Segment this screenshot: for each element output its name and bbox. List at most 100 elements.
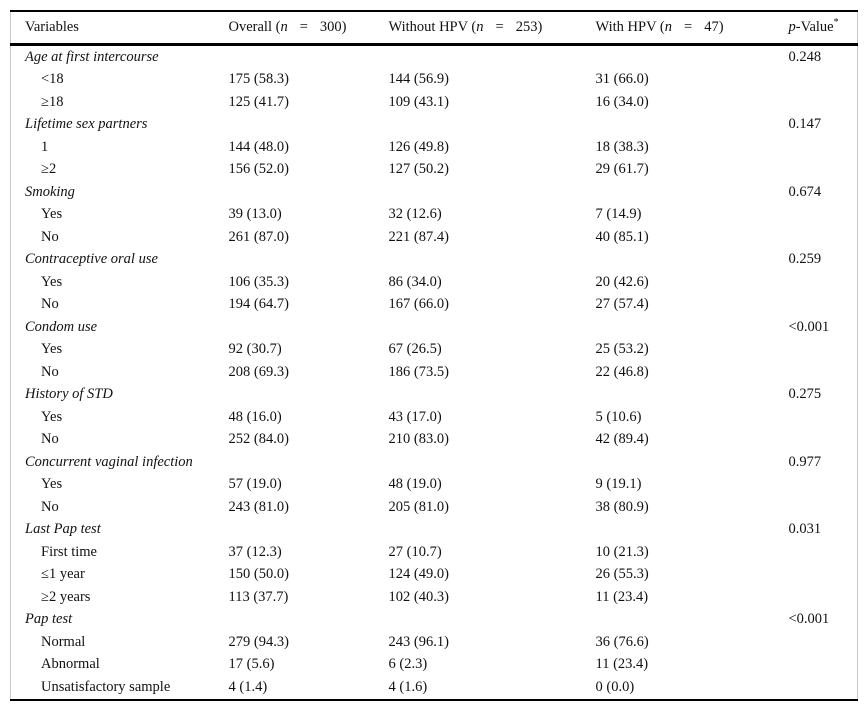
- table-row: Abnormal 17 (5.6) 6 (2.3) 11 (23.4): [11, 654, 858, 677]
- cell-pvalue-empty: [789, 541, 858, 564]
- cell-without-hpv: 102 (40.3): [388, 588, 449, 605]
- variable-level-label: No: [41, 498, 59, 515]
- variable-level-label: First time: [41, 543, 97, 560]
- cell-overall: 279 (94.3): [228, 633, 289, 650]
- cell-pvalue-empty: [789, 474, 858, 497]
- cell-with-hpv: 18 (38.3): [595, 138, 649, 155]
- cell-with-hpv: 36 (76.6): [595, 633, 649, 650]
- cell-pvalue-empty: [789, 294, 858, 317]
- table-row: Yes 57 (19.0) 48 (19.0) 9 (19.1): [11, 474, 858, 497]
- cell-overall: 37 (12.3): [228, 543, 282, 560]
- cell-overall: 48 (16.0): [228, 408, 282, 425]
- table-row: No 252 (84.0) 210 (83.0) 42 (89.4): [11, 429, 858, 452]
- table-row: Normal 279 (94.3) 243 (96.1) 36 (76.6): [11, 631, 858, 654]
- with-hpv-header-prefix: With HPV (: [595, 19, 665, 35]
- col-header-overall: Overall (n = 300): [228, 11, 389, 46]
- cell-without-hpv: 167 (66.0): [388, 296, 449, 313]
- cell-with-hpv: 25 (53.2): [595, 341, 649, 358]
- cell-overall: 39 (13.0): [228, 206, 282, 223]
- cell-without-hpv: 243 (96.1): [388, 633, 449, 650]
- cell-with-hpv: 11 (23.4): [595, 588, 649, 605]
- table-row-category: Condom use <0.001: [11, 316, 858, 339]
- cell-overall: 17 (5.6): [228, 656, 275, 673]
- cell-overall: 113 (37.7): [228, 588, 289, 605]
- pvalue-p-symbol: p: [788, 19, 796, 35]
- variable-level-label: ≤1 year: [41, 566, 85, 583]
- cell-without-hpv: 126 (49.8): [388, 138, 449, 155]
- cell-overall: 208 (69.3): [228, 363, 289, 380]
- variable-level-label: Unsatisfactory sample: [41, 678, 171, 695]
- variable-group-label: Last Pap test: [25, 521, 101, 538]
- table-body: Age at first intercourse 0.248 <18 175 (58.…: [11, 45, 858, 700]
- variable-group-label: Contraceptive oral use: [25, 251, 158, 268]
- col-header-pvalue: p-Value*: [788, 11, 858, 46]
- variable-level-label: No: [41, 228, 59, 245]
- without-hpv-equals: =: [495, 19, 504, 35]
- cell-with-hpv: 10 (21.3): [595, 543, 649, 560]
- cell-pvalue-empty: [789, 339, 858, 362]
- cell-with-hpv: 27 (57.4): [595, 296, 649, 313]
- cell-with-hpv: 5 (10.6): [595, 408, 642, 425]
- table-row: Yes 106 (35.3) 86 (34.0) 20 (42.6): [11, 271, 858, 294]
- variable-group-label: Age at first intercourse: [25, 48, 159, 65]
- cell-without-hpv: 48 (19.0): [388, 476, 442, 493]
- table-row: No 261 (87.0) 221 (87.4) 40 (85.1): [11, 226, 858, 249]
- cell-pvalue-empty: [789, 226, 858, 249]
- cell-pvalue-empty: [789, 91, 858, 114]
- table-row: ≥2 years 113 (37.7) 102 (40.3) 11 (23.4): [11, 586, 858, 609]
- cell-with-hpv: 42 (89.4): [595, 431, 649, 448]
- cell-overall: 4 (1.4): [228, 678, 268, 695]
- cell-without-hpv: 127 (50.2): [388, 161, 449, 178]
- variable-level-label: ≥2 years: [41, 588, 91, 605]
- table-row-category: Lifetime sex partners 0.147: [11, 114, 858, 137]
- cell-pvalue-empty: [789, 496, 858, 519]
- cell-without-hpv: 109 (43.1): [388, 93, 449, 110]
- pvalue-header-rest: -Value: [795, 19, 834, 35]
- col-header-without-hpv: Without HPV (n = 253): [388, 11, 596, 46]
- variable-group-label: Pap test: [25, 611, 73, 628]
- col-header-variables: Variables: [10, 11, 229, 46]
- variable-group-label: Concurrent vaginal infection: [25, 453, 193, 470]
- variable-level-label: Yes: [41, 206, 63, 223]
- table-row: No 194 (64.7) 167 (66.0) 27 (57.4): [11, 294, 858, 317]
- cell-with-hpv: 0 (0.0): [595, 678, 635, 695]
- cell-without-hpv: 124 (49.0): [388, 566, 449, 583]
- variable-group-label: Lifetime sex partners: [25, 116, 148, 133]
- without-hpv-count: 253): [515, 19, 543, 35]
- variable-group-label: Condom use: [25, 318, 98, 335]
- table-row: <18 175 (58.3) 144 (56.9) 31 (66.0): [11, 69, 858, 92]
- cell-with-hpv: 7 (14.9): [595, 206, 642, 223]
- overall-equals: =: [299, 19, 308, 35]
- cell-overall: 261 (87.0): [228, 228, 289, 245]
- variable-level-label: 1: [41, 138, 49, 155]
- cell-overall: 175 (58.3): [228, 71, 289, 88]
- table-row: Yes 39 (13.0) 32 (12.6) 7 (14.9): [11, 204, 858, 227]
- cell-pvalue-empty: [789, 564, 858, 587]
- without-hpv-header-prefix: Without HPV (: [388, 19, 477, 35]
- variable-level-label: Yes: [41, 273, 63, 290]
- cell-pvalue-empty: [789, 406, 858, 429]
- overall-n-symbol: n: [280, 19, 288, 35]
- variable-level-label: ≥18: [41, 93, 64, 110]
- cell-with-hpv: 38 (80.9): [595, 498, 649, 515]
- cell-without-hpv: 210 (83.0): [388, 431, 449, 448]
- cell-pvalue-empty: [789, 676, 858, 700]
- cell-without-hpv: 32 (12.6): [388, 206, 442, 223]
- cell-overall: 92 (30.7): [228, 341, 282, 358]
- hpv-characteristics-table: Variables Overall (n = 300) Without HPV (n…: [10, 10, 858, 701]
- cell-pvalue-empty: [789, 159, 858, 182]
- cell-without-hpv: 67 (26.5): [388, 341, 442, 358]
- table-row: No 243 (81.0) 205 (81.0) 38 (80.9): [11, 496, 858, 519]
- cell-overall: 252 (84.0): [228, 431, 289, 448]
- cell-without-hpv: 27 (10.7): [388, 543, 442, 560]
- cell-overall: 156 (52.0): [228, 161, 289, 178]
- table-row-category: History of STD 0.275: [11, 384, 858, 407]
- p-value-cell: <0.001: [788, 611, 830, 628]
- with-hpv-equals: =: [684, 19, 693, 35]
- p-value-cell: 0.674: [788, 183, 822, 200]
- cell-without-hpv: 6 (2.3): [388, 656, 428, 673]
- table-row: ≥18 125 (41.7) 109 (43.1) 16 (34.0): [11, 91, 858, 114]
- p-value-cell: 0.977: [788, 453, 822, 470]
- variable-level-label: No: [41, 296, 59, 313]
- variable-level-label: No: [41, 363, 59, 380]
